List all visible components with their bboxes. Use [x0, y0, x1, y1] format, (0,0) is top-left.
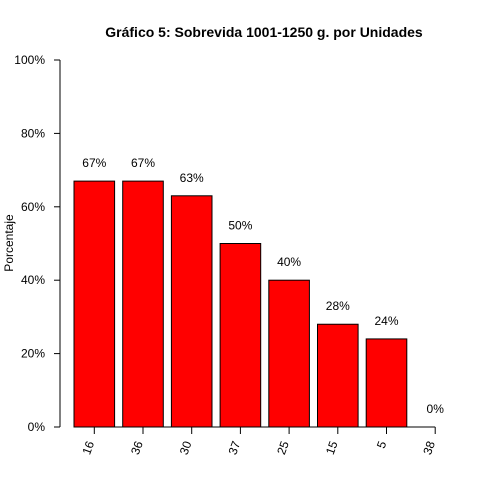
x-tick-label: 15: [323, 439, 341, 457]
bar: [122, 180, 164, 428]
bar: [268, 279, 310, 428]
bar-data-label: 50%: [228, 219, 252, 233]
y-tick-label: 100%: [14, 53, 45, 67]
y-axis: 0% 20% 40% 60% 80% 100%: [14, 53, 61, 434]
bar-data-label: 40%: [277, 255, 301, 269]
bar-data-label: 67%: [82, 156, 106, 170]
x-tick-label: 37: [225, 439, 243, 457]
bar-data-label: 0%: [427, 402, 445, 416]
x-tick-label: 25: [274, 439, 292, 457]
bar: [317, 323, 359, 428]
x-tick-label: 38: [420, 439, 438, 457]
bar: [170, 195, 213, 428]
x-tick-label: 30: [177, 439, 195, 457]
y-axis-title: Porcentaje: [2, 214, 16, 272]
bar-data-label: 28%: [326, 299, 350, 313]
bar: [73, 180, 116, 428]
y-tick-label: 20%: [21, 347, 45, 361]
x-tick-label: 36: [128, 439, 146, 457]
bar: [365, 338, 408, 428]
y-tick-label: 60%: [21, 200, 45, 214]
bar-data-label: 67%: [131, 156, 155, 170]
y-tick-label: 0%: [28, 420, 46, 434]
bar: [219, 243, 262, 428]
x-tick-label: 16: [79, 439, 97, 457]
bars-group: 67% 67% 63% 50% 40% 28% 24% 0%: [73, 156, 445, 428]
x-tick-label: 5: [374, 439, 390, 450]
bar-data-label: 63%: [180, 171, 204, 185]
bar-data-label: 24%: [374, 314, 398, 328]
y-tick-label: 40%: [21, 273, 45, 287]
chart-title: Gráfico 5: Sobrevida 1001-1250 g. por Un…: [105, 24, 423, 40]
y-tick-label: 80%: [21, 126, 45, 140]
x-axis: 16 36 30 37 25 15 5 38: [79, 426, 438, 457]
